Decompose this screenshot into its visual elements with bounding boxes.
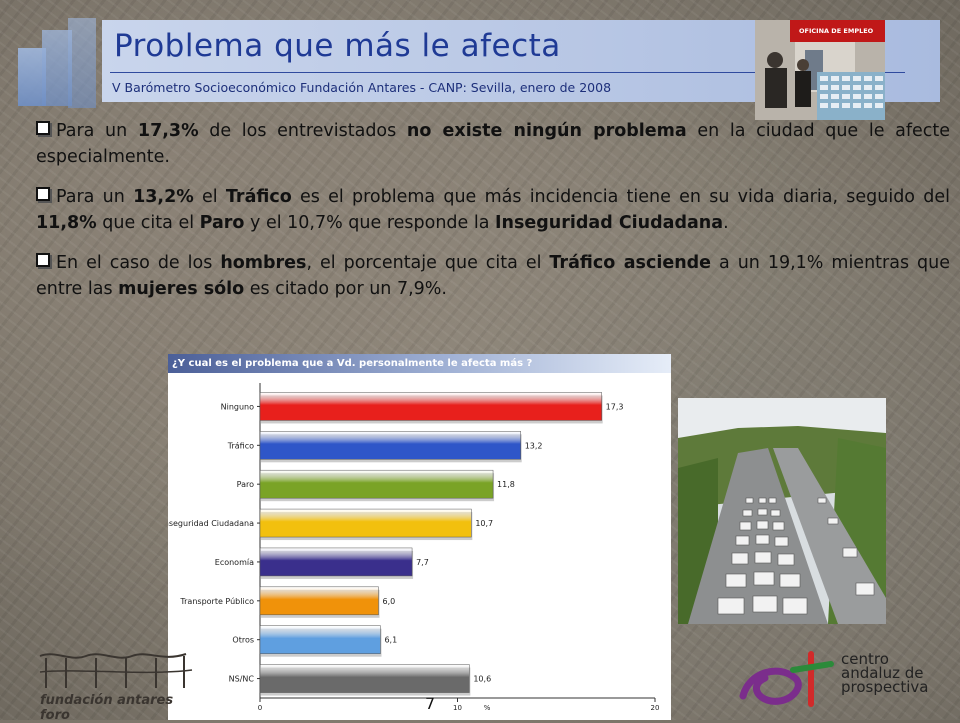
bullet-text-run: , el porcentaje que cita el — [306, 253, 550, 273]
decorative-squares-logo — [18, 18, 98, 108]
bullet-text-run: a un 19,1% mientras que entre las — [36, 253, 950, 299]
bullet-text-run: Tráfico — [225, 187, 292, 207]
category-label: Economía — [215, 558, 254, 567]
bullet-text-run: . — [723, 213, 729, 233]
data-label: 6,0 — [383, 597, 396, 606]
data-label: 17,3 — [606, 402, 624, 411]
logo-line-3: prospectiva — [841, 678, 929, 696]
logo-line-1: centro — [841, 650, 889, 668]
bullet-text-run: Inseguridad Ciudadana — [495, 213, 724, 233]
category-label: NS/NC — [229, 675, 255, 684]
bullet-point: Para un 17,3% de los entrevistados no ex… — [36, 118, 950, 170]
chart-panel: ¿Y cual es el problema que a Vd. persona… — [168, 354, 671, 720]
category-label: Tráfico — [227, 441, 254, 450]
data-label: 10,6 — [473, 675, 491, 684]
page-title: Problema que más le afecta — [114, 28, 561, 64]
category-label: Ninguno — [221, 402, 254, 411]
x-axis-label: % — [484, 704, 491, 712]
page-subtitle: V Barómetro Socioeconómico Fundación Ant… — [112, 80, 612, 95]
bar — [259, 508, 472, 538]
bar — [259, 431, 521, 460]
fundacion-antares-logo: fundación antares foro — [36, 648, 196, 723]
bullet-text-run: 13,2% — [133, 187, 194, 207]
bar — [259, 625, 381, 654]
centro-andaluz-prospectiva-logo: centro andaluz de prospectiva — [735, 646, 950, 708]
title-divider — [110, 72, 905, 73]
bullet-text-run: en la ciudad que le afecte especialmente… — [36, 121, 951, 167]
centro-andaluz-prospectiva-text: centro andaluz de prospectiva — [841, 650, 929, 696]
data-label: 7,7 — [416, 558, 429, 567]
bar — [259, 664, 470, 693]
data-label: 11,8 — [497, 480, 515, 489]
checkbox-bullet-icon — [36, 121, 50, 135]
x-tick-label: 0 — [258, 704, 262, 712]
bullet-text-run: mujeres sólo — [118, 279, 245, 299]
checkbox-bullet-icon — [36, 253, 50, 267]
category-label: Inseguridad Ciudadana — [168, 519, 254, 528]
checkbox-bullet-icon — [36, 187, 50, 201]
data-label: 13,2 — [525, 441, 543, 450]
bullet-text-run: 11,8% — [36, 213, 97, 233]
category-label: Transporte Público — [179, 597, 254, 606]
bullet-point: Para un 13,2% el Tráfico es el problema … — [36, 184, 950, 236]
data-label: 6,1 — [384, 636, 397, 645]
bar — [259, 547, 413, 577]
bullet-text-run: que cita el — [96, 213, 200, 233]
bullet-text-run: el — [193, 187, 226, 207]
bullet-text-run: Para un — [56, 121, 138, 141]
office-sign-text: OFICINA DE EMPLEO — [799, 27, 874, 35]
category-label: Paro — [237, 480, 254, 489]
bullet-point: En el caso de los hombres, el porcentaje… — [36, 250, 950, 302]
page-number: 7 — [425, 694, 436, 713]
bullet-text-run: Tráfico asciende — [549, 253, 712, 273]
fundacion-antares-logo-text: fundación antares foro — [40, 693, 174, 723]
data-label: 10,7 — [475, 519, 493, 528]
bullet-text-run: hombres — [220, 253, 307, 273]
category-label: Otros — [232, 636, 254, 645]
bullet-text-run: En el caso de los — [56, 253, 221, 273]
bullet-text-run: de los entrevistados — [198, 121, 407, 141]
x-tick-label: 20 — [651, 704, 660, 712]
bullet-text-run: es el problema que más incidencia tiene … — [291, 187, 950, 207]
chart-title: ¿Y cual es el problema que a Vd. persona… — [168, 354, 671, 373]
bullet-text-run: Paro — [199, 213, 245, 233]
bullet-text-run: y el 10,7% que responde la — [244, 213, 496, 233]
traffic-jam-photo — [678, 398, 886, 624]
unemployment-office-photo: OFICINA DE EMPLEO — [755, 20, 885, 120]
bullet-text-run: 17,3% — [137, 121, 199, 141]
logo-line-2: andaluz de — [841, 664, 924, 682]
bullet-list: Para un 17,3% de los entrevistados no ex… — [36, 118, 950, 316]
bullet-text-run: es citado por un 7,9%. — [244, 279, 447, 299]
x-tick-label: 10 — [453, 704, 462, 712]
bullet-text-run: no existe ningún problema — [406, 121, 687, 141]
bullet-text-run: Para un — [56, 187, 134, 207]
bar-chart: Ninguno 17,3 Tráfico 13,2 Paro 11,8 Insegurida… — [168, 383, 660, 712]
bar — [259, 586, 379, 616]
bar — [259, 392, 602, 421]
bar — [259, 469, 494, 499]
